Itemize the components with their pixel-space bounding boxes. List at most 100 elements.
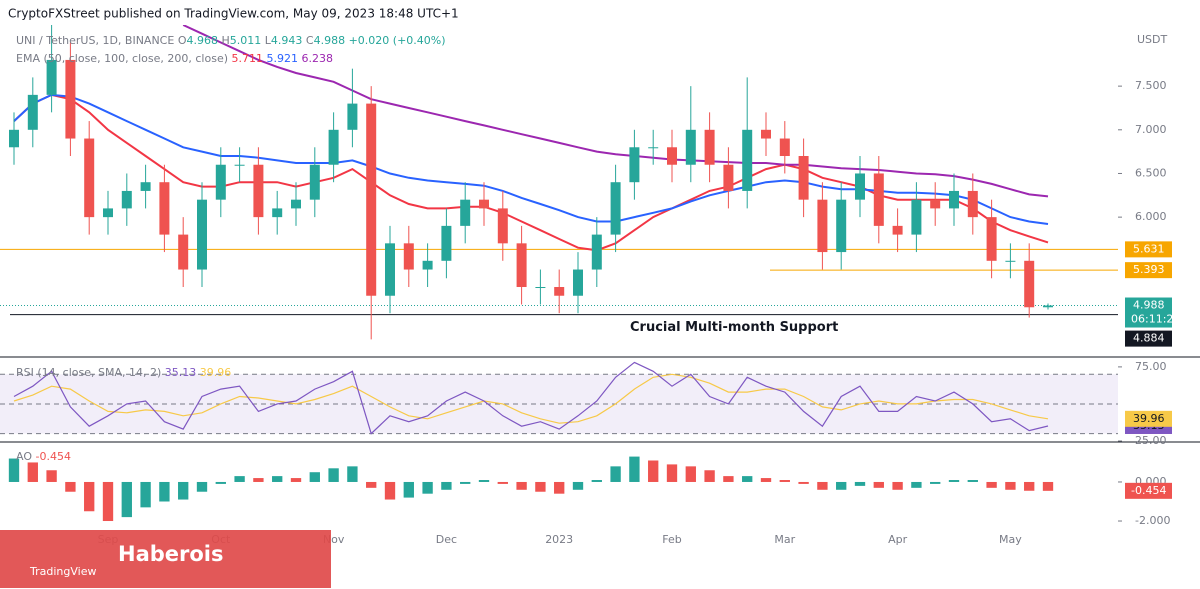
ao-bar — [685, 466, 696, 482]
ao-bar — [309, 472, 320, 482]
x-tick-label: Dec — [436, 533, 457, 546]
candle-body — [441, 225, 452, 261]
support-price-bg — [1125, 330, 1172, 347]
y-tick-label: 6.000 — [1135, 210, 1167, 223]
candle-body — [197, 199, 207, 270]
ohlc: O4.968 — [178, 34, 222, 47]
level-label-bg — [1125, 241, 1172, 258]
candle-body — [9, 129, 19, 148]
ao-bar — [478, 480, 490, 482]
y-tick-label: -2.000 — [1135, 514, 1170, 527]
ao-bar — [798, 481, 809, 484]
rsi-badge: 39.96 — [1133, 412, 1165, 425]
ao-bar — [441, 481, 452, 490]
ohlc-value: 4.943 — [271, 34, 303, 47]
candle-body — [422, 260, 433, 270]
ao-bar — [234, 476, 245, 482]
last-price-bg — [1125, 297, 1172, 328]
ohlc-prefix: L — [265, 34, 272, 47]
candle-body — [497, 208, 508, 244]
candle-body — [1005, 260, 1016, 262]
ao-bar — [948, 480, 960, 482]
ohlc-prefix: H — [221, 34, 229, 47]
rsi-line — [13, 373, 1049, 424]
ema-value: 5.711 — [232, 52, 264, 65]
ao-bar — [1005, 481, 1016, 490]
ao-bar — [384, 481, 396, 500]
level-label: 5.393 — [1133, 263, 1165, 276]
rsi-legend: RSI (14, close, SMA, 14, 2) 35.13 39.96 — [16, 366, 231, 379]
ao-bar — [779, 480, 790, 482]
candle-body — [873, 173, 884, 226]
candle-body — [855, 173, 865, 200]
watermark-box — [0, 530, 331, 588]
ao-bar — [572, 481, 584, 490]
ao-badge-bg — [1125, 482, 1172, 499]
x-tick-label: May — [999, 533, 1022, 546]
ohlc: L4.943 — [265, 34, 306, 47]
candle-body — [46, 59, 57, 95]
candle-body — [986, 217, 997, 261]
candle-body — [685, 129, 696, 165]
candle-body — [309, 164, 320, 200]
candle-body — [103, 208, 113, 218]
ema-line — [182, 25, 1049, 198]
ao-bar — [629, 456, 640, 482]
x-tick-label: Feb — [662, 533, 681, 546]
candle-body — [949, 190, 959, 209]
candle-body — [1043, 305, 1053, 308]
ao-bar — [911, 481, 922, 488]
level-label-bg — [1125, 262, 1172, 279]
ao-bar — [836, 481, 847, 490]
candle-body — [272, 208, 283, 218]
countdown: 06:11:28 — [1131, 313, 1180, 326]
candle-body — [253, 164, 264, 218]
ao-bar — [215, 481, 226, 484]
candle-body — [836, 199, 847, 253]
symbol-legend: UNI / TetherUS, 1D, BINANCE O4.968 H5.01… — [16, 34, 446, 47]
ao-bar — [610, 466, 621, 482]
ao-bar — [1042, 481, 1054, 491]
candle-body — [84, 138, 95, 218]
rsi-value: 35.13 — [165, 366, 197, 379]
ao-badge: -0.454 — [1131, 484, 1166, 497]
y-tick-label: 25.00 — [1135, 434, 1167, 447]
ema-label: EMA (50, close, 100, close, 200, close) — [16, 52, 228, 65]
candle-body — [516, 243, 527, 288]
ao-bar — [666, 464, 678, 482]
ao-bar — [253, 478, 264, 482]
candle-body — [403, 243, 414, 270]
ao-bar — [854, 481, 866, 486]
rsi-value: 39.96 — [200, 366, 232, 379]
ao-bar — [366, 481, 377, 488]
symbol: UNI / TetherUS, 1D, BINANCE — [16, 34, 174, 47]
ao-bar — [986, 481, 997, 488]
candle-body — [610, 182, 621, 235]
ao-label: AO — [16, 450, 32, 463]
candle-body — [591, 234, 602, 270]
candle-body — [1024, 260, 1035, 308]
price-pane — [0, 25, 1118, 340]
ao-bar — [1024, 481, 1035, 491]
candle-body — [554, 287, 565, 296]
candle-body — [704, 129, 715, 165]
candle-body — [667, 147, 677, 165]
ohlc: H5.011 — [221, 34, 264, 47]
ema-value: 5.921 — [267, 52, 299, 65]
ao-bar — [967, 480, 978, 482]
candle-body — [366, 103, 377, 296]
candle-body — [121, 190, 132, 209]
candle-body — [930, 199, 941, 209]
candle-body — [892, 225, 903, 235]
ao-bar — [347, 466, 358, 482]
ao-bar — [422, 481, 433, 494]
candle-body — [27, 94, 38, 130]
ao-bar — [817, 481, 828, 490]
candle-body — [385, 243, 395, 296]
ao-bar — [140, 481, 151, 508]
ao-bar — [8, 458, 20, 482]
logo: TradingView — [29, 565, 96, 578]
rsi-pane — [0, 361, 1118, 435]
ao-bar — [65, 481, 76, 492]
